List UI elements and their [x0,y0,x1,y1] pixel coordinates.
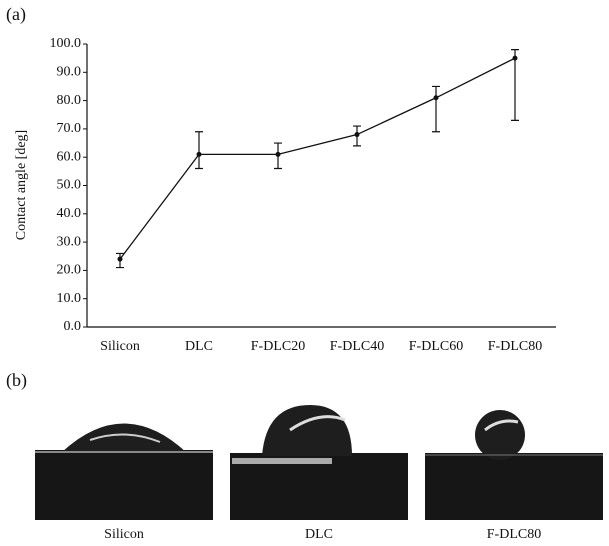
y-axis-label: Contact angle [deg] [14,130,29,240]
error-bar [195,131,203,170]
photo-caption: DLC [305,527,333,542]
x-tick-label: DLC [185,339,213,354]
y-tick-label: 30.0 [57,234,82,249]
y-tick-label: 10.0 [57,291,82,306]
panel-label: (b) [6,370,27,391]
y-tick-label: 0.0 [64,319,82,334]
photo [425,410,603,520]
photo-caption: Silicon [104,527,144,542]
point [196,151,202,157]
error-bar [511,49,519,122]
x-tick-label: Silicon [100,339,140,354]
error-bar [432,85,440,133]
point [275,151,281,157]
panel-label: (a) [6,4,26,25]
y-tick-label: 100.0 [50,36,82,51]
y-tick-label: 70.0 [57,121,82,136]
y-tick-label: 40.0 [57,206,82,221]
line [119,57,516,260]
x-tick-label: F-DLC60 [409,339,463,354]
y-tick-label: 80.0 [57,93,82,108]
x-tick-label: F-DLC40 [330,339,384,354]
y-tick-label: 90.0 [57,65,82,80]
y-tick-label: 20.0 [57,263,82,278]
point [117,256,123,262]
point [433,95,439,101]
point [512,55,518,61]
photo [35,423,213,520]
point [354,132,360,138]
y-tick-label: 60.0 [57,149,82,164]
y-tick-label: 50.0 [57,178,82,193]
photo [230,405,408,520]
x-tick-label: F-DLC20 [251,339,305,354]
photo-caption: F-DLC80 [487,527,541,542]
x-tick-label: F-DLC80 [488,339,542,354]
